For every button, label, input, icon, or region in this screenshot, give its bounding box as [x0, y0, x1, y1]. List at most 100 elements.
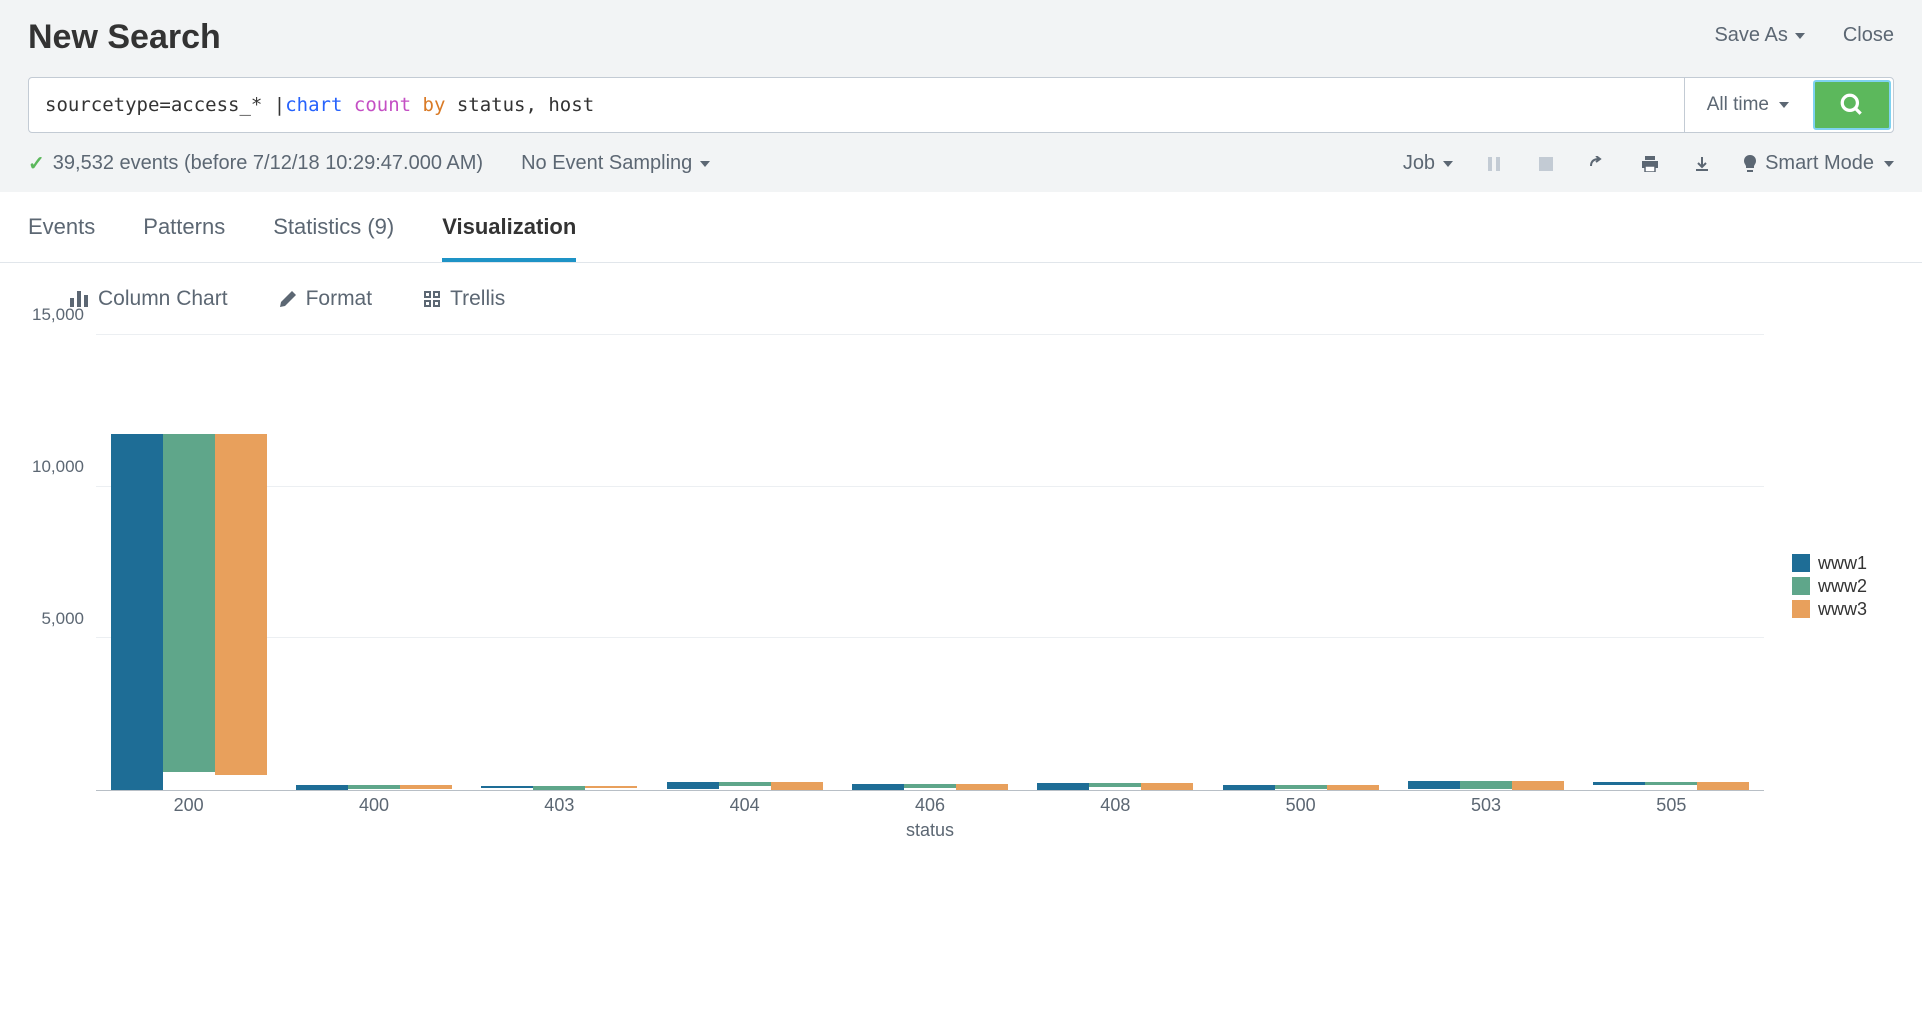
x-tick-label: 408 — [1100, 795, 1130, 816]
bar[interactable] — [771, 782, 823, 790]
search-input[interactable]: sourcetype=access_* |chart count by stat… — [29, 78, 1684, 132]
bar[interactable] — [533, 786, 585, 790]
legend-swatch — [1792, 554, 1810, 572]
tab-patterns[interactable]: Patterns — [143, 192, 225, 262]
bar[interactable] — [956, 784, 1008, 790]
tab-statistics-[interactable]: Statistics (9) — [273, 192, 394, 262]
smart-mode-dropdown[interactable]: Smart Mode — [1743, 152, 1894, 175]
bar[interactable] — [1327, 785, 1379, 790]
bar[interactable] — [1223, 785, 1275, 789]
y-tick-label: 5,000 — [41, 609, 84, 629]
bar-group — [1037, 783, 1193, 790]
bar-group — [481, 786, 637, 790]
share-icon — [1589, 156, 1607, 172]
y-tick-label: 15,000 — [32, 305, 84, 325]
tab-events[interactable]: Events — [28, 192, 95, 262]
status-row: ✓ 39,532 events (before 7/12/18 10:29:47… — [28, 133, 1894, 192]
page-title: New Search — [28, 18, 221, 57]
bar-group — [852, 784, 1008, 790]
export-button[interactable] — [1691, 153, 1713, 175]
bar[interactable] — [1645, 782, 1697, 784]
bar[interactable] — [1089, 783, 1141, 787]
bar[interactable] — [1512, 781, 1564, 790]
gridline — [96, 334, 1764, 335]
stop-icon — [1539, 157, 1553, 171]
result-tabs: Events Patterns Statistics (9) Visualizatio… — [0, 192, 1922, 263]
bar[interactable] — [215, 434, 267, 774]
y-axis: 5,00010,00015,000 — [14, 331, 92, 791]
bar[interactable] — [163, 434, 215, 771]
legend: www1www2www3 — [1764, 331, 1894, 841]
bar[interactable] — [904, 784, 956, 788]
chart: 5,00010,00015,000 status 200400403404406… — [14, 331, 1764, 841]
bar[interactable] — [296, 785, 348, 790]
gridline — [96, 637, 1764, 638]
smart-mode-label: Smart Mode — [1765, 152, 1874, 175]
legend-item[interactable]: www1 — [1792, 553, 1894, 574]
event-sampling-dropdown[interactable]: No Event Sampling — [521, 152, 710, 175]
bar-group — [1223, 785, 1379, 790]
bar[interactable] — [852, 784, 904, 790]
format-button[interactable]: Format — [280, 287, 373, 311]
bar[interactable] — [719, 782, 771, 786]
y-tick-label: 10,000 — [32, 457, 84, 477]
bar[interactable] — [111, 434, 163, 790]
print-button[interactable] — [1639, 153, 1661, 175]
query-token: count — [354, 94, 411, 116]
pause-button[interactable] — [1483, 153, 1505, 175]
caret-down-icon — [1779, 102, 1789, 108]
search-icon — [1839, 92, 1865, 118]
bar[interactable] — [400, 785, 452, 789]
bar-group — [296, 785, 452, 790]
query-token: sourcetype=access_* | — [45, 94, 285, 116]
stop-button[interactable] — [1535, 153, 1557, 175]
header-actions: Save As Close — [1714, 18, 1894, 47]
query-token: chart — [285, 94, 342, 116]
bar-group — [1593, 782, 1749, 790]
bar[interactable] — [348, 785, 400, 789]
trellis-button[interactable]: Trellis — [424, 287, 505, 311]
bar[interactable] — [1408, 781, 1460, 790]
chart-type-button[interactable]: Column Chart — [70, 287, 228, 311]
bar-group — [667, 782, 823, 790]
bar-group — [111, 434, 267, 790]
close-button[interactable]: Close — [1843, 24, 1894, 47]
job-label: Job — [1403, 152, 1435, 175]
x-tick-label: 505 — [1656, 795, 1686, 816]
save-as-button[interactable]: Save As — [1714, 24, 1804, 47]
caret-down-icon — [1443, 161, 1453, 167]
legend-item[interactable]: www2 — [1792, 576, 1894, 597]
query-token: by — [423, 94, 446, 116]
event-count: ✓ 39,532 events (before 7/12/18 10:29:47… — [28, 151, 483, 176]
bar[interactable] — [1460, 781, 1512, 790]
bar[interactable] — [1593, 782, 1645, 785]
bar[interactable] — [481, 786, 533, 788]
bar[interactable] — [1037, 783, 1089, 789]
job-dropdown[interactable]: Job — [1403, 152, 1453, 175]
caret-down-icon — [1884, 161, 1894, 167]
tab-visualization[interactable]: Visualization — [442, 192, 576, 262]
bar[interactable] — [1275, 785, 1327, 789]
legend-swatch — [1792, 577, 1810, 595]
bar[interactable] — [585, 786, 637, 788]
search-button[interactable] — [1813, 80, 1891, 130]
bar[interactable] — [1141, 783, 1193, 790]
x-tick-label: 503 — [1471, 795, 1501, 816]
pencil-icon — [280, 291, 296, 307]
time-range-picker[interactable]: All time — [1684, 78, 1811, 132]
legend-label: www3 — [1818, 599, 1867, 620]
bar[interactable] — [1697, 782, 1749, 790]
caret-down-icon — [700, 161, 710, 167]
x-tick-label: 403 — [544, 795, 574, 816]
query-token — [342, 94, 353, 116]
chart-wrap: 5,00010,00015,000 status 200400403404406… — [0, 321, 1922, 861]
legend-swatch — [1792, 600, 1810, 618]
sampling-label: No Event Sampling — [521, 152, 692, 175]
legend-item[interactable]: www3 — [1792, 599, 1894, 620]
format-label: Format — [306, 287, 373, 311]
save-as-label: Save As — [1714, 24, 1787, 47]
checkmark-icon: ✓ — [28, 151, 45, 176]
bar[interactable] — [667, 782, 719, 789]
x-tick-label: 400 — [359, 795, 389, 816]
share-button[interactable] — [1587, 153, 1609, 175]
